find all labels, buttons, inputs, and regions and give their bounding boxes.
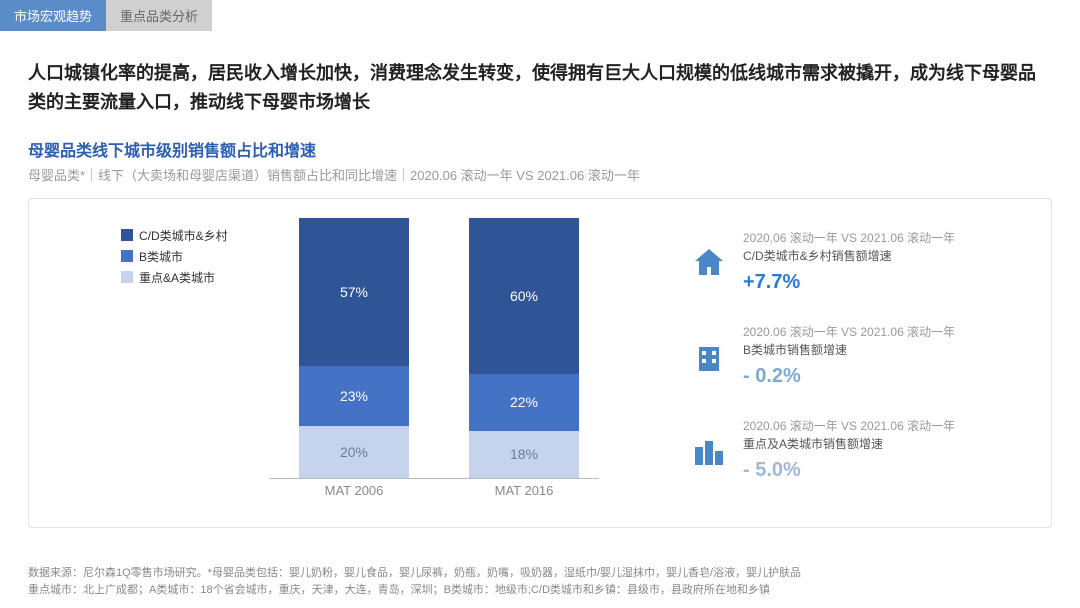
- stat-period: 2020.06 滚动一年 VS 2021.06 滚动一年: [743, 417, 955, 435]
- section-title: 母婴品类线下城市级别销售额占比和增速: [28, 137, 1052, 161]
- stat-period: 2020.06 滚动一年 VS 2021.06 滚动一年: [743, 229, 955, 247]
- legend-item: C/D类城市&乡村: [121, 227, 228, 244]
- legend-label: C/D类城市&乡村: [139, 227, 228, 244]
- stat-desc: 重点及A类城市销售额增速: [743, 435, 955, 453]
- x-axis-label: MAT 2006: [299, 483, 409, 498]
- legend-item: B类城市: [121, 248, 228, 265]
- legend-swatch: [121, 271, 133, 283]
- legend-label: 重点&A类城市: [139, 269, 215, 286]
- stat-desc: B类城市销售额增速: [743, 341, 955, 359]
- legend-item: 重点&A类城市: [121, 269, 228, 286]
- bar-segment: 60%: [469, 218, 579, 374]
- stat-value: - 5.0%: [743, 455, 955, 485]
- stacked-bar: 18%22%60%: [469, 218, 579, 478]
- bar-segment: 22%: [469, 374, 579, 431]
- tabs: 市场宏观趋势 重点品类分析: [0, 0, 1080, 31]
- footnote-line2: 重点城市：北上广成都；A类城市：18个省会城市，重庆，天津，大连，青岛，深圳；B…: [28, 582, 1052, 599]
- city-icon: [689, 431, 729, 471]
- bar-segment: 23%: [299, 366, 409, 426]
- house-icon: [689, 243, 729, 283]
- stat-row: 2020.06 滚动一年 VS 2021.06 滚动一年B类城市销售额增速 - 0…: [689, 323, 1031, 391]
- stat-row: 2020.06 滚动一年 VS 2021.06 滚动一年重点及A类城市销售额增速…: [689, 417, 1031, 485]
- stat-row: 2020.06 滚动一年 VS 2021.06 滚动一年C/D类城市&乡村销售额…: [689, 229, 1031, 297]
- footnote: 数据来源：尼尔森1Q零售市场研究。*母婴品类包括：婴儿奶粉，婴儿食品，婴儿尿裤，…: [28, 565, 1052, 598]
- stacked-bar: 20%23%57%: [299, 218, 409, 478]
- stat-desc: C/D类城市&乡村销售额增速: [743, 247, 955, 265]
- stat-value: +7.7%: [743, 267, 955, 297]
- footnote-line1: 数据来源：尼尔森1Q零售市场研究。*母婴品类包括：婴儿奶粉，婴儿食品，婴儿尿裤，…: [28, 565, 1052, 582]
- legend-swatch: [121, 229, 133, 241]
- chart-plot-area: C/D类城市&乡村B类城市重点&A类城市 20%23%57%18%22%60% …: [29, 199, 629, 527]
- chart-container: C/D类城市&乡村B类城市重点&A类城市 20%23%57%18%22%60% …: [28, 198, 1052, 528]
- bar-segment: 57%: [299, 218, 409, 366]
- x-axis-label: MAT 2016: [469, 483, 579, 498]
- bar-segment: 20%: [299, 426, 409, 478]
- chart-legend: C/D类城市&乡村 B类城市重点&A类城市: [121, 227, 228, 290]
- building-icon: [689, 337, 729, 377]
- tab-category-analysis[interactable]: 重点品类分析: [106, 0, 212, 31]
- stats-panel: 2020.06 滚动一年 VS 2021.06 滚动一年C/D类城市&乡村销售额…: [629, 199, 1051, 527]
- stat-text: 2020.06 滚动一年 VS 2021.06 滚动一年B类城市销售额增速 - 0…: [743, 323, 955, 391]
- bar-segment: 18%: [469, 431, 579, 478]
- legend-label: B类城市: [139, 248, 183, 265]
- stat-text: 2020.06 滚动一年 VS 2021.06 滚动一年C/D类城市&乡村销售额…: [743, 229, 955, 297]
- stat-period: 2020.06 滚动一年 VS 2021.06 滚动一年: [743, 323, 955, 341]
- tab-market-macro[interactable]: 市场宏观趋势: [0, 0, 106, 31]
- legend-swatch: [121, 250, 133, 262]
- section-subtitle: 母婴品类*｜线下（大卖场和母婴店渠道）销售额占比和同比增速｜2020.06 滚动…: [28, 165, 1052, 184]
- headline-text: 人口城镇化率的提高，居民收入增长加快，消费理念发生转变，使得拥有巨大人口规模的低…: [28, 59, 1052, 117]
- stat-text: 2020.06 滚动一年 VS 2021.06 滚动一年重点及A类城市销售额增速…: [743, 417, 955, 485]
- chart-plot: 20%23%57% 18%22%60%: [269, 219, 599, 479]
- stat-value: - 0.2%: [743, 361, 955, 391]
